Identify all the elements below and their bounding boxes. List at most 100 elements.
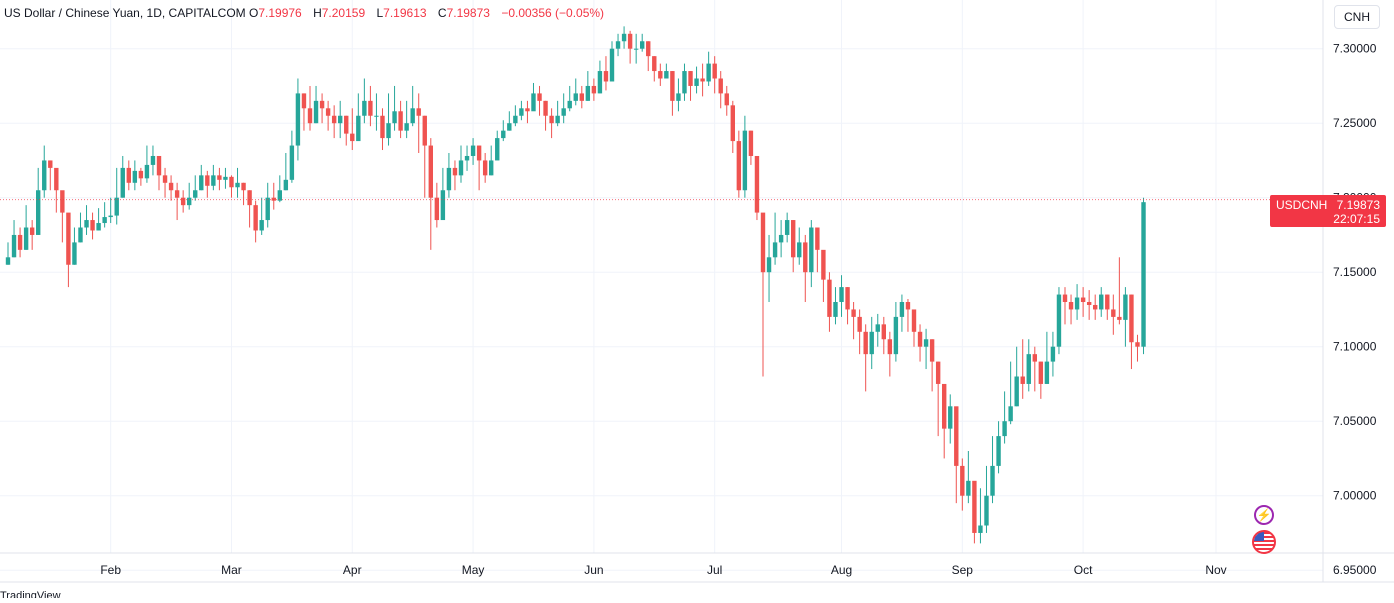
candle-body: [875, 324, 880, 332]
footer-brand: TradingView: [0, 590, 61, 598]
candle: [591, 78, 597, 101]
candle-body: [887, 339, 893, 355]
candle: [948, 394, 953, 444]
candle-body: [84, 220, 89, 228]
candle-body: [1123, 294, 1128, 320]
candle-body: [664, 71, 669, 79]
candle-body: [48, 160, 53, 168]
candle-body: [954, 406, 959, 466]
candle: [362, 78, 367, 124]
candle-body: [978, 525, 983, 533]
candle: [211, 164, 216, 191]
candle-body: [633, 48, 639, 50]
candle-body: [742, 130, 748, 191]
x-tick-label: Jul: [707, 563, 722, 577]
candle-body: [803, 242, 808, 273]
candle: [1105, 294, 1110, 320]
us-flag-icon[interactable]: [1252, 530, 1276, 554]
candle: [821, 249, 826, 302]
candle: [966, 451, 971, 504]
currency-button[interactable]: CNH: [1334, 5, 1380, 29]
candle: [615, 33, 621, 57]
candle-body: [724, 93, 729, 106]
candle: [344, 115, 349, 146]
candle: [1123, 287, 1128, 347]
y-tick-label: 6.95000: [1333, 563, 1377, 577]
candle-body: [996, 436, 1001, 466]
candle: [597, 60, 603, 94]
candle-body: [772, 242, 778, 258]
candle-body: [319, 100, 325, 109]
candle: [567, 85, 572, 112]
candle: [108, 197, 113, 224]
candle: [434, 182, 440, 228]
candle: [458, 145, 464, 183]
candle-body: [482, 160, 488, 176]
candle-body: [1105, 294, 1110, 310]
candle: [187, 182, 192, 210]
y-tick-label: 7.10000: [1333, 340, 1377, 354]
candle: [772, 212, 778, 265]
candle-body: [1026, 354, 1031, 384]
candle: [464, 145, 470, 171]
legend-change: −0.00356 (−0.05%): [501, 6, 605, 20]
candle: [54, 167, 59, 213]
candle: [899, 294, 905, 332]
x-tick-label: Aug: [831, 563, 852, 577]
flag-canton: [1254, 532, 1264, 541]
candle: [706, 51, 711, 86]
candle: [573, 78, 578, 106]
legend-symbol: US Dollar / Chinese Yuan, 1D, CAPITALCOM: [4, 6, 246, 20]
candle-body: [549, 115, 554, 124]
candle-body: [1135, 342, 1140, 347]
candle: [235, 167, 240, 198]
lightning-icon[interactable]: ⚡: [1254, 505, 1274, 525]
candle: [138, 167, 144, 186]
legend-close-label: C: [437, 6, 447, 20]
y-tick-label: 7.30000: [1333, 42, 1377, 56]
candle: [960, 458, 965, 511]
x-tick-label: Oct: [1074, 563, 1093, 577]
candle: [440, 167, 446, 221]
candle-body: [464, 155, 470, 161]
candle-body: [338, 115, 343, 124]
candle-body: [730, 105, 735, 142]
candle: [1111, 294, 1116, 335]
candle-body: [144, 164, 150, 179]
candle: [271, 182, 276, 210]
candle-body: [380, 115, 385, 139]
candle-body: [489, 160, 494, 176]
candle: [331, 105, 337, 139]
candle-body: [537, 93, 542, 101]
candle: [253, 200, 258, 243]
candle-body: [754, 155, 760, 213]
candle: [585, 71, 591, 101]
candle: [66, 212, 71, 288]
candle-body: [567, 100, 572, 109]
candle-body: [658, 71, 663, 79]
candle: [1062, 287, 1068, 325]
candle: [289, 130, 295, 183]
candle: [513, 105, 518, 127]
candle-body: [1062, 294, 1068, 302]
candle-body: [1086, 302, 1092, 305]
candle: [23, 205, 29, 250]
candle: [845, 287, 850, 325]
candle-body: [615, 41, 621, 49]
candle-body: [948, 406, 953, 429]
candle: [851, 302, 856, 340]
candle-body: [1008, 406, 1013, 422]
candle: [984, 465, 989, 533]
candle: [857, 309, 862, 355]
candle-body: [150, 155, 156, 165]
candle: [1074, 284, 1080, 320]
candle: [887, 331, 893, 377]
candle-body: [452, 167, 458, 176]
candle-body: [923, 339, 929, 347]
candle-body: [784, 220, 790, 235]
candle-body: [36, 190, 41, 235]
candle-body: [229, 176, 234, 188]
candle-body: [688, 71, 693, 86]
